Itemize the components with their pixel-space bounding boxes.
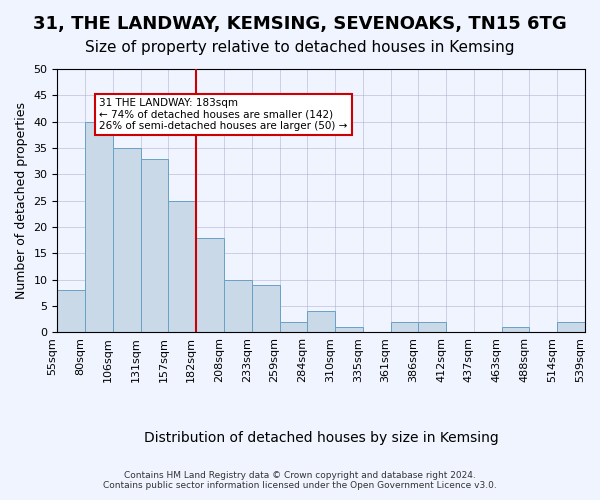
- Y-axis label: Number of detached properties: Number of detached properties: [15, 102, 28, 299]
- Text: 31 THE LANDWAY: 183sqm
← 74% of detached houses are smaller (142)
26% of semi-de: 31 THE LANDWAY: 183sqm ← 74% of detached…: [99, 98, 347, 131]
- Bar: [502, 327, 529, 332]
- X-axis label: Distribution of detached houses by size in Kemsing: Distribution of detached houses by size …: [144, 431, 499, 445]
- Bar: [85, 122, 113, 332]
- Bar: [307, 312, 335, 332]
- Bar: [196, 238, 224, 332]
- Text: 31, THE LANDWAY, KEMSING, SEVENOAKS, TN15 6TG: 31, THE LANDWAY, KEMSING, SEVENOAKS, TN1…: [33, 15, 567, 33]
- Bar: [252, 285, 280, 333]
- Bar: [335, 327, 363, 332]
- Bar: [557, 322, 585, 332]
- Bar: [169, 200, 196, 332]
- Bar: [113, 148, 141, 332]
- Bar: [280, 322, 307, 332]
- Text: Size of property relative to detached houses in Kemsing: Size of property relative to detached ho…: [85, 40, 515, 55]
- Text: Contains HM Land Registry data © Crown copyright and database right 2024.
Contai: Contains HM Land Registry data © Crown c…: [103, 470, 497, 490]
- Bar: [141, 158, 169, 332]
- Bar: [58, 290, 85, 333]
- Bar: [391, 322, 418, 332]
- Bar: [224, 280, 252, 332]
- Bar: [418, 322, 446, 332]
